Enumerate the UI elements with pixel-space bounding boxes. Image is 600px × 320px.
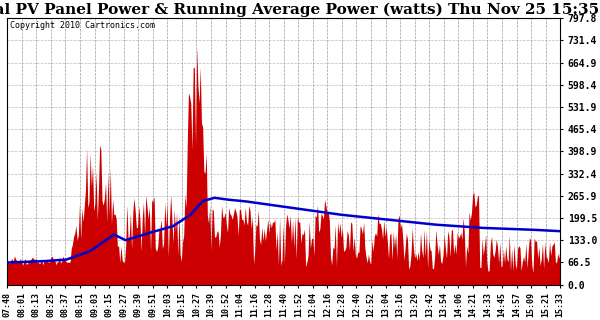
Title: Total PV Panel Power & Running Average Power (watts) Thu Nov 25 15:35: Total PV Panel Power & Running Average P…	[0, 3, 599, 17]
Text: Copyright 2010 Cartronics.com: Copyright 2010 Cartronics.com	[10, 21, 155, 30]
